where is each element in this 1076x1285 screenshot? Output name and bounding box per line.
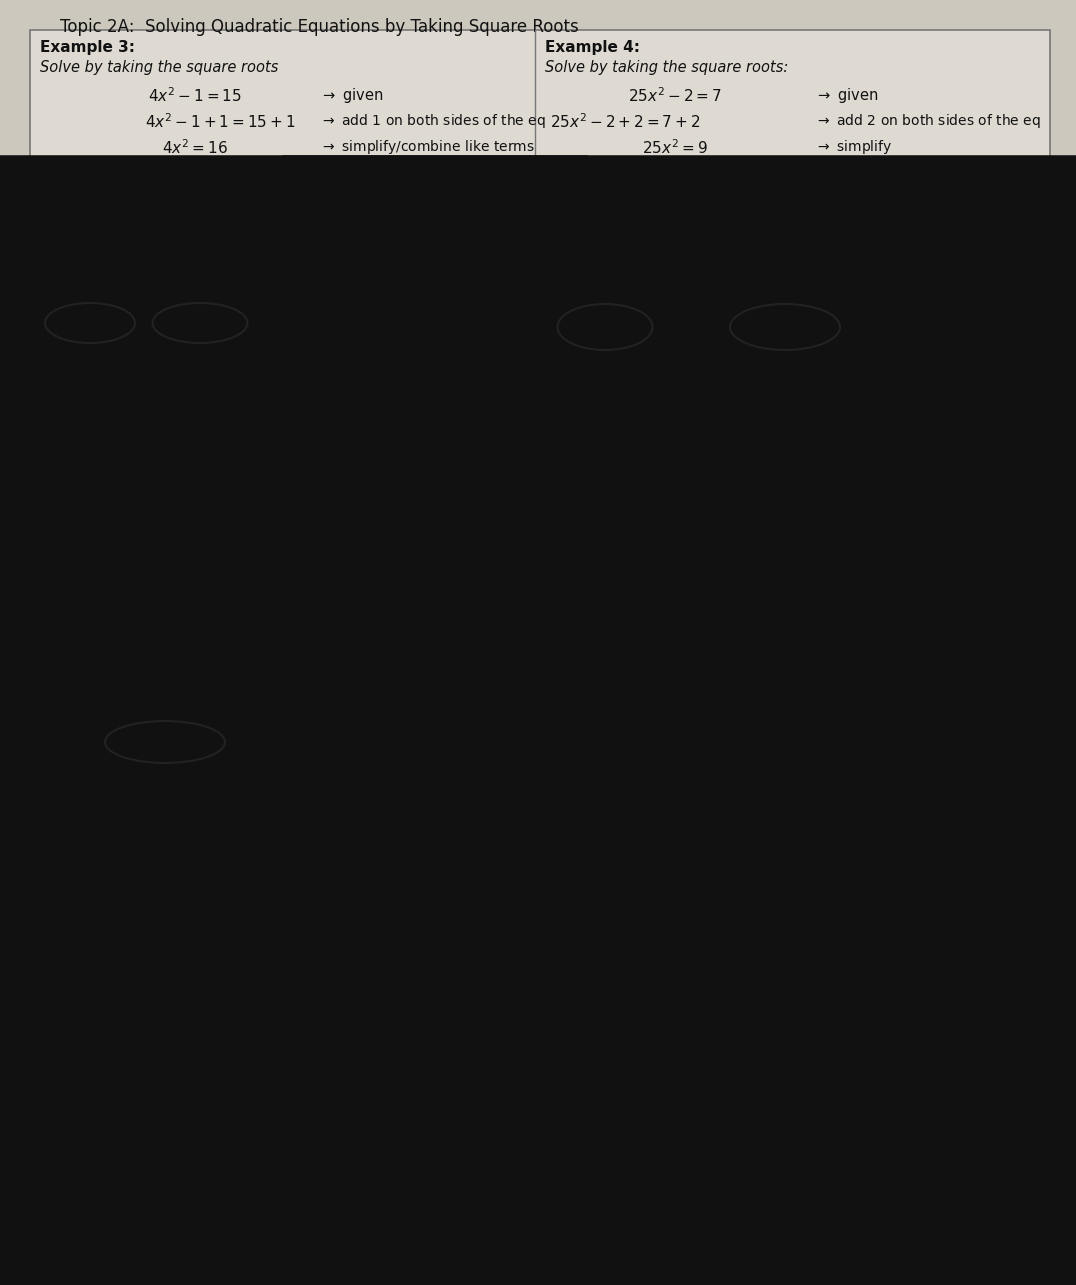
Text: Topic 2A:  Solving Quadratic Equations by Taking Square Roots: Topic 2A: Solving Quadratic Equations by… (60, 18, 579, 36)
FancyBboxPatch shape (30, 30, 1050, 415)
Text: $25x^2 - 2 + 2 = 7 + 2$: $25x^2 - 2 + 2 = 7 + 2$ (550, 112, 700, 131)
Text: $\sqrt{x^2} = \sqrt{100}$: $\sqrt{x^2} = \sqrt{100}$ (105, 694, 200, 718)
Text: 15)  $100x^2 + 3 = 7$: 15) $100x^2 + 3 = 7$ (49, 891, 206, 912)
Text: of both sides: of both sides (827, 258, 917, 272)
Text: $\dfrac{9x^2}{9} = \dfrac{25}{9}$: $\dfrac{9x^2}{9} = \dfrac{25}{9}$ (590, 941, 659, 975)
Text: $\rightarrow$ add 1 on both sides of the eq: $\rightarrow$ add 1 on both sides of the… (320, 112, 546, 130)
Text: +8           +8: +8 +8 (605, 625, 704, 639)
Text: $-3$  $-3$: $-3$ $-3$ (134, 912, 190, 928)
Text: Example 4:: Example 4: (546, 40, 640, 55)
Text: $\rightarrow$ divide both sides by 4: $\rightarrow$ divide both sides by 4 (320, 164, 495, 182)
Text: $4x^2 - 1 + 1 = 15 + 1$: $4x^2 - 1 + 1 = 15 + 1$ (145, 112, 296, 131)
Text: $x^2 = \dfrac{\sqrt{64}}{\sqrt{81}}$: $x^2 = \dfrac{\sqrt{64}}{\sqrt{81}}$ (810, 644, 881, 689)
Text: 13)  $36x^2 + 4 = 40$: 13) $36x^2 + 4 = 40$ (49, 759, 206, 783)
Text: $x = 2$: $x = 2$ (71, 316, 109, 332)
Text: 17)  $9x^2 + 9 = 450$: 17) $9x^2 + 9 = 450$ (49, 1010, 206, 1032)
Text: $\rightarrow$ simplify the fractions: $\rightarrow$ simplify the fractions (320, 209, 490, 227)
Text: $\dfrac{81x^2}{81} = \dfrac{64}{81}$: $\dfrac{81x^2}{81} = \dfrac{64}{81}$ (590, 651, 668, 687)
Text: $25x^2 - 2 = 7$: $25x^2 - 2 = 7$ (628, 86, 722, 104)
Text: and: and (663, 320, 691, 335)
Text: $\sqrt{x^2} = \sqrt{\dfrac{25}{9}}$: $\sqrt{x^2} = \sqrt{\dfrac{25}{9}}$ (780, 932, 873, 970)
Text: $\dfrac{4x^2}{4} = \dfrac{400}{4}$: $\dfrac{4x^2}{4} = \dfrac{400}{4}$ (95, 651, 173, 687)
Text: $x = \pm 3$: $x = \pm 3$ (785, 1110, 843, 1126)
Text: $\rightarrow$ simplify: $\rightarrow$ simplify (815, 137, 892, 155)
Text: $\rightarrow$ simplify/combine like terms: $\rightarrow$ simplify/combine like term… (320, 137, 535, 155)
Text: $\sqrt{x^2} = \sqrt{9}$: $\sqrt{x^2} = \sqrt{9}$ (605, 1110, 680, 1133)
Text: 12)  $-8 + 81x^2 = 56$: 12) $-8 + 81x^2 = 56$ (540, 600, 709, 622)
Text: 9)  $9x^2 - 9 = 0$: 9) $9x^2 - 9 = 0$ (49, 468, 173, 490)
Text: $-10$   $-10$: $-10$ $-10$ (625, 784, 705, 801)
Text: $\sqrt{x^2} = \pm\sqrt{\dfrac{9}{25}}$: $\sqrt{x^2} = \pm\sqrt{\dfrac{9}{25}}$ (620, 238, 731, 275)
Text: +8  +8: +8 +8 (620, 1032, 675, 1047)
Text: $\sqrt{x^2} = \dfrac{\sqrt{4}}{\sqrt{100}}$: $\sqrt{x^2} = \dfrac{\sqrt{4}}{\sqrt{100… (285, 932, 380, 977)
Text: $\nearrow X = \pm 1$: $\nearrow X = \pm 1$ (230, 514, 307, 529)
Text: +6  +6: +6 +6 (620, 912, 675, 926)
Text: $\dfrac{4x^2}{4} = \dfrac{16}{4}$: $\dfrac{4x^2}{4} = \dfrac{16}{4}$ (160, 164, 229, 199)
Text: $x\dfrac{2}{10} = \pm\dfrac{1}{5}$: $x\dfrac{2}{10} = \pm\dfrac{1}{5}$ (105, 986, 185, 1019)
Text: +6  +6: +6 +6 (115, 625, 170, 639)
Text: $\rightarrow$ get the square root: $\rightarrow$ get the square root (815, 238, 973, 256)
Text: $\rightarrow$ simplify the radicals: $\rightarrow$ simplify the radicals (320, 278, 483, 296)
Text: $\rightarrow$ get the square root: $\rightarrow$ get the square root (320, 236, 478, 254)
Text: $x = -2$: $x = -2$ (171, 316, 228, 332)
Text: $\rightarrow$ given: $\rightarrow$ given (320, 86, 384, 105)
Text: $25x^2 = 9$: $25x^2 = 9$ (642, 137, 708, 157)
Text: and the negative values: and the negative values (852, 332, 1020, 346)
Text: $-4$   $-4$: $-4$ $-4$ (125, 784, 185, 801)
Text: 10)  $9x^2 + 6 = 735$: 10) $9x^2 + 6 = 735$ (540, 468, 695, 490)
Text: $\rightarrow$ separate the positive: $\rightarrow$ separate the positive (852, 315, 1022, 333)
Text: $\rightarrow$ given: $\rightarrow$ given (815, 86, 879, 105)
Text: $\rightarrow$ separate the positive: $\rightarrow$ separate the positive (257, 314, 427, 332)
Text: Solve by taking the square roots: Solve by taking the square roots (40, 60, 279, 75)
Text: and: and (185, 314, 213, 328)
Text: +9  +9: +9 +9 (110, 492, 165, 508)
Text: $\sqrt{x^2} = \sqrt{1}$: $\sqrt{x^2} = \sqrt{1}$ (105, 553, 181, 576)
Text: 10×10: 10×10 (255, 648, 302, 662)
Text: $X = \dfrac{8}{\pm 9}$: $X = \dfrac{8}{\pm 9}$ (810, 704, 864, 736)
Text: Example 3:: Example 3: (40, 40, 134, 55)
Text: $\dfrac{8x^2}{8} = \dfrac{72}{8}$: $\dfrac{8x^2}{8} = \dfrac{72}{8}$ (590, 1060, 659, 1096)
Text: 18)  $8x^2 - 8 = 64$: 18) $8x^2 - 8 = 64$ (540, 1010, 685, 1032)
Text: $x^2 = \dfrac{9}{25}$: $x^2 = \dfrac{9}{25}$ (647, 200, 704, 233)
Text: 14)  $64x^2 + 10 = 19$: 14) $64x^2 + 10 = 19$ (540, 759, 706, 783)
Text: and negative values: and negative values (257, 330, 398, 344)
Text: $x = \dfrac{3}{5}$: $x = \dfrac{3}{5}$ (585, 317, 625, 351)
Text: $\dfrac{25x^2}{25} = \dfrac{9}{25}$: $\dfrac{25x^2}{25} = \dfrac{9}{25}$ (636, 164, 714, 199)
Text: 11)  $4x^2 - 6 = 394$: 11) $4x^2 - 6 = 394$ (49, 600, 206, 622)
Text: $\rightarrow$ divide both sides by 25: $\rightarrow$ divide both sides by 25 (815, 164, 999, 182)
Text: $4x^2 - 1 = 15$: $4x^2 - 1 = 15$ (148, 86, 242, 104)
Text: Solve by taking the square roots:: Solve by taking the square roots: (546, 60, 789, 75)
Text: $x = -\dfrac{3}{5}$: $x = -\dfrac{3}{5}$ (755, 317, 815, 351)
Text: $\rightarrow$ simplify radicals: $\rightarrow$ simplify radicals (815, 280, 950, 298)
Text: $x^2 = 4$: $x^2 = 4$ (171, 209, 218, 229)
Text: Solve each equation by taking square roots.  SHOW ALL THE STEPS!!: Solve each equation by taking square roo… (30, 425, 706, 443)
Text: $\sqrt{x^2} = \pm\sqrt{4}$: $\sqrt{x^2} = \pm\sqrt{4}$ (148, 236, 242, 260)
Text: $-9$   $-9$: $-9$ $-9$ (130, 1032, 190, 1049)
Text: $x = \pm 10$: $x = \pm 10$ (121, 732, 187, 749)
Text: $9x^2 = \dfrac{9}{9}$: $9x^2 = \dfrac{9}{9}$ (121, 517, 178, 549)
Text: $\rightarrow$ add 2 on both sides of the eq: $\rightarrow$ add 2 on both sides of the… (815, 112, 1040, 130)
Text: $\rightarrow$ simplify $\dfrac{25}{25}$: $\rightarrow$ simplify $\dfrac{25}{25}$ (815, 200, 915, 229)
Text: $-6$   $-6$: $-6$ $-6$ (650, 492, 710, 508)
Text: of both sides of the eq.: of both sides of the eq. (332, 256, 493, 270)
Text: $x = \pm\dfrac{3}{5}$: $x = \pm\dfrac{3}{5}$ (646, 280, 705, 312)
Text: $x = \pm\dfrac{5}{3}$: $x = \pm\dfrac{5}{3}$ (790, 988, 849, 1020)
Text: $x = \pm 2$: $x = \pm 2$ (167, 278, 224, 294)
Text: $\dfrac{100x^2}{100} = \dfrac{4}{100}$: $\dfrac{100x^2}{100} = \dfrac{4}{100}$ (90, 941, 188, 975)
Text: 16)  $9x^2 - 6 = 19$: 16) $9x^2 - 6 = 19$ (540, 891, 684, 912)
Text: $4x^2 = 16$: $4x^2 = 16$ (162, 137, 228, 157)
